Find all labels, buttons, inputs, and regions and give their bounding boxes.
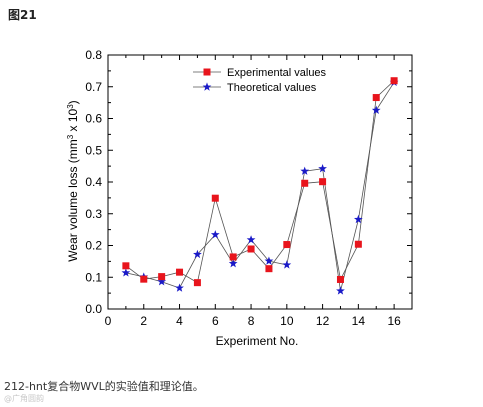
figure-label: 图21 (8, 8, 37, 22)
y-axis-label-sup2: 3 (66, 104, 75, 109)
theoretical-point (121, 268, 131, 277)
experimental-point (122, 262, 130, 270)
series-lines (125, 80, 395, 291)
experimental-point (301, 179, 309, 187)
experimental-point (354, 240, 362, 248)
theoretical-point (210, 230, 220, 239)
legend-theoretical-marker (202, 82, 212, 91)
y-tick-label: 0.7 (85, 80, 102, 94)
theoretical-point (246, 235, 256, 244)
y-axis-label-end: ) (66, 100, 80, 104)
theoretical-point (371, 105, 381, 114)
experimental-point (193, 279, 201, 287)
experimental-series-line (125, 80, 395, 284)
x-tick-label: 16 (387, 314, 401, 328)
theoretical-series-line (125, 82, 395, 291)
y-tick-label: 0.1 (85, 270, 102, 284)
theoretical-point (318, 164, 327, 173)
experimental-point (336, 275, 344, 283)
x-tick-label: 14 (352, 314, 366, 328)
y-tick-label: 0.2 (85, 239, 102, 253)
experimental-point (211, 194, 219, 202)
x-tick-label: 8 (248, 314, 255, 328)
y-axis-label-sup: 3 (66, 134, 75, 139)
y-tick-label: 0.5 (85, 143, 102, 157)
experimental-point (247, 245, 255, 253)
experimental-point (229, 253, 237, 261)
theoretical-point (157, 277, 167, 286)
theoretical-point (193, 249, 202, 259)
experimental-point (319, 178, 327, 186)
theoretical-point (175, 283, 184, 292)
theoretical-point (336, 286, 345, 295)
legend-experimental-marker (203, 68, 211, 76)
y-tick-label: 0.0 (85, 302, 102, 316)
y-tick-label: 0.3 (85, 207, 102, 221)
y-tick-label: 0.4 (85, 175, 102, 189)
theoretical-point (282, 260, 292, 269)
wear-volume-chart: 0 2 4 6 8 10 12 14 16 0.0 0.1 0.2 0.3 0.4 0.5 0.6 0.7 0.8… (66, 48, 413, 348)
y-tick-label: 0.8 (85, 48, 102, 62)
experimental-point (283, 241, 291, 249)
theoretical-point (228, 259, 238, 268)
y-axis-label: Wear volume loss (mm3 x 103) (66, 100, 80, 261)
axis-ticks: 0 2 4 6 8 10 12 14 16 0.0 0.1 0.2 0.3 0.4 0.5 0.6 0.7 0.8 (85, 48, 412, 328)
data-markers (121, 77, 399, 295)
x-tick-label: 12 (316, 314, 330, 328)
y-tick-label: 0.6 (85, 112, 102, 126)
theoretical-point (300, 166, 310, 175)
y-axis-label-main: Wear volume loss (mm (66, 139, 80, 261)
legend-label: Experimental values (227, 67, 327, 79)
theoretical-point (353, 214, 363, 224)
legend-label: Theoretical values (227, 82, 317, 94)
x-axis-label: Experiment No. (216, 334, 299, 348)
x-tick-label: 4 (176, 314, 183, 328)
experimental-point (390, 77, 398, 85)
experimental-point (158, 273, 166, 281)
figure-caption: 212-hnt复合物WVL的实验值和理论值。 (4, 380, 204, 393)
x-tick-label: 10 (280, 314, 294, 328)
y-axis-label-mid: x 10 (66, 108, 80, 134)
legend: Experimental values Theoretical values (193, 67, 327, 94)
watermark: @广角圆韵 (4, 394, 44, 403)
experimental-point (265, 265, 273, 273)
theoretical-point (264, 256, 274, 265)
experimental-point (372, 94, 380, 102)
experimental-point (176, 268, 184, 276)
experimental-point (140, 275, 148, 283)
x-tick-label: 2 (140, 314, 147, 328)
x-tick-label: 6 (212, 314, 219, 328)
x-tick-label: 0 (105, 314, 112, 328)
